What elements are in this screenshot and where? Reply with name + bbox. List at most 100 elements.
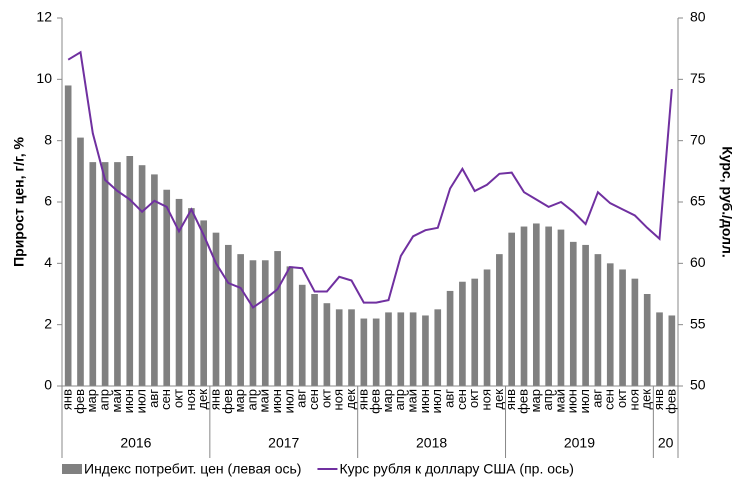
bar [656, 312, 663, 386]
bar [508, 232, 516, 386]
bar [619, 269, 626, 386]
y-tick-label: 12 [36, 9, 52, 25]
y-tick-label: 10 [36, 70, 52, 86]
bar [77, 137, 84, 386]
legend-label: Курс рубля к доллару США (пр. ось) [339, 461, 574, 477]
x-tick-label: май [109, 389, 124, 412]
x-tick-label: июл [429, 389, 444, 413]
bar [163, 189, 171, 386]
bar [151, 174, 158, 386]
x-tick-label: сен [454, 389, 469, 410]
y2-tick-label: 55 [690, 315, 706, 331]
x-tick-label: мар [380, 389, 395, 412]
y-tick-label: 6 [44, 193, 52, 209]
x-tick-label: июн [565, 389, 580, 413]
x-tick-label: апр [540, 389, 555, 411]
bar [311, 294, 318, 386]
bar [606, 263, 614, 386]
x-tick-label: май [405, 389, 420, 412]
x-tick-label: авг [442, 389, 457, 408]
x-tick-label: янв [503, 389, 518, 410]
bar [212, 232, 220, 386]
bar [668, 315, 676, 386]
x-tick-label: сен [602, 389, 617, 410]
x-tick-label: авг [294, 389, 309, 408]
x-tick-label: июн [269, 389, 284, 413]
bar [496, 254, 503, 386]
x-tick-label: мар [528, 389, 543, 412]
group-label: 2016 [120, 435, 151, 451]
x-tick-label: июл [281, 389, 296, 413]
y-tick-label: 2 [44, 315, 52, 331]
x-tick-label: окт [614, 389, 629, 408]
x-tick-label: дек [491, 389, 506, 410]
x-tick-label: фев [368, 389, 383, 414]
bar [126, 156, 134, 386]
bar [101, 162, 109, 386]
group-label: 2017 [268, 435, 299, 451]
x-tick-label: фев [220, 389, 235, 414]
y2-tick-label: 80 [690, 9, 706, 25]
group-label: 2019 [564, 435, 595, 451]
x-tick-label: ноя [626, 389, 641, 410]
bar [188, 208, 195, 386]
bar [175, 198, 183, 386]
x-tick-label: апр [392, 389, 407, 411]
bar [459, 281, 466, 386]
bar [434, 309, 442, 386]
bar [520, 226, 528, 386]
x-tick-label: дек [195, 389, 210, 410]
x-tick-label: янв [651, 389, 666, 410]
bar [323, 303, 331, 386]
bar [471, 278, 479, 386]
x-tick-label: окт [318, 389, 333, 408]
bar [446, 290, 454, 386]
x-tick-label: янв [355, 389, 370, 410]
y-tick-label: 0 [44, 377, 52, 393]
bar [138, 165, 146, 386]
x-tick-label: апр [97, 389, 112, 411]
x-tick-label: фев [515, 389, 530, 414]
y-axis-label: Прирост цен, г/г, % [11, 137, 27, 267]
bar [569, 241, 577, 386]
bar [643, 294, 651, 386]
x-tick-label: окт [170, 389, 185, 408]
x-tick-label: апр [244, 389, 259, 411]
bar [89, 162, 97, 386]
bar [385, 312, 392, 386]
bar [200, 220, 208, 386]
bar [372, 318, 380, 386]
bar [64, 85, 72, 386]
y-tick-label: 4 [44, 254, 52, 270]
x-tick-label: июн [417, 389, 432, 413]
y2-tick-label: 75 [690, 70, 706, 86]
bar [631, 278, 639, 386]
y2-tick-label: 50 [690, 377, 706, 393]
bar [224, 244, 232, 386]
x-tick-label: фев [663, 389, 678, 414]
bar [582, 244, 589, 386]
x-tick-label: сен [158, 389, 173, 410]
y-tick-label: 8 [44, 131, 52, 147]
line [67, 50, 673, 309]
x-tick-label: май [257, 389, 272, 412]
group-label: 20 [658, 435, 674, 451]
x-tick-label: июл [134, 389, 149, 413]
x-tick-label: фев [72, 389, 87, 414]
bar [249, 260, 257, 386]
x-tick-label: ноя [331, 389, 346, 410]
bar [114, 162, 121, 386]
x-tick-label: сен [306, 389, 321, 410]
bar [409, 312, 417, 386]
y2-tick-label: 60 [690, 254, 706, 270]
bar [422, 315, 429, 386]
bar [532, 223, 540, 386]
bar [335, 309, 343, 386]
x-tick-label: янв [207, 389, 222, 410]
x-tick-label: авг [589, 389, 604, 408]
x-tick-label: июн [121, 389, 136, 413]
bar [545, 226, 552, 386]
bar [261, 260, 269, 386]
bar [483, 269, 491, 386]
